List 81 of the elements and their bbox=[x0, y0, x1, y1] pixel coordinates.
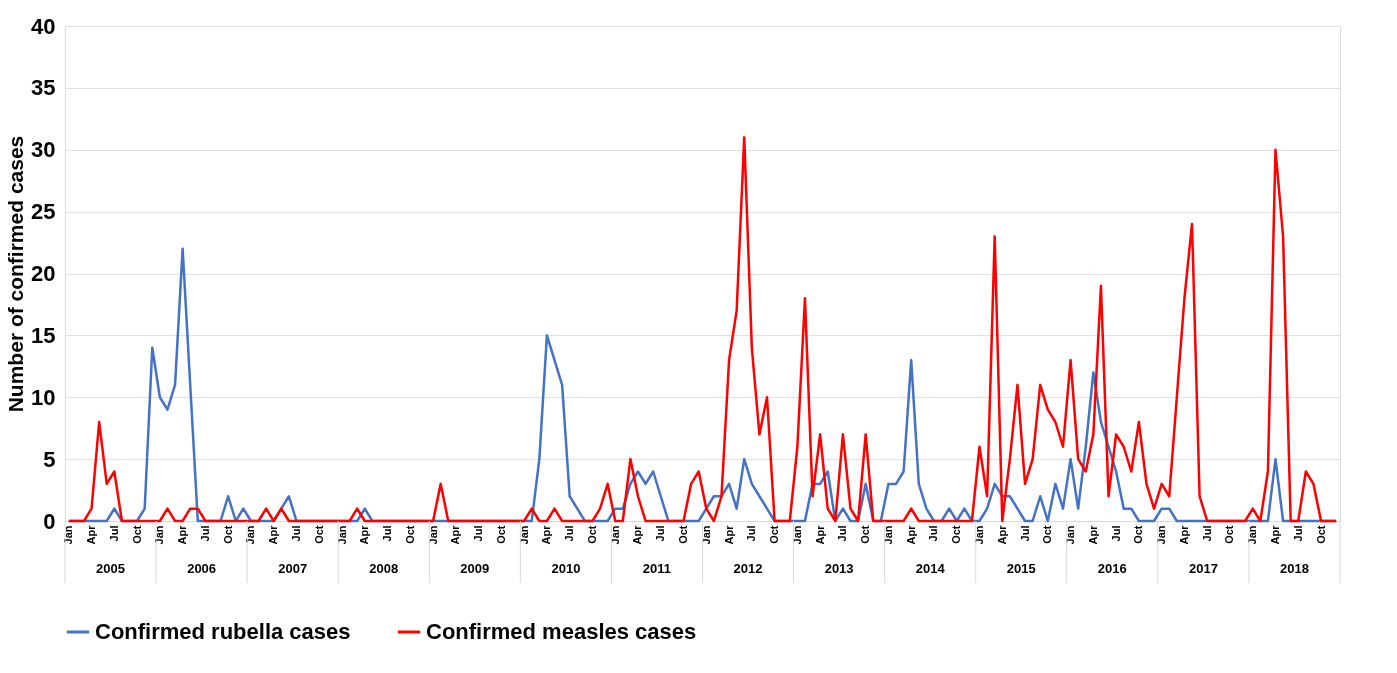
x-tick-label: Jul bbox=[927, 525, 940, 542]
y-axis-title: Number of confirmed cases bbox=[4, 135, 28, 413]
legend-label: Confirmed measles cases bbox=[426, 619, 697, 644]
text: 2008 bbox=[369, 561, 399, 576]
text: 2005 bbox=[96, 561, 125, 576]
x-tick-label: Oct bbox=[950, 525, 963, 544]
x-tick-label: Jul bbox=[472, 525, 485, 542]
x-tick-label: Jan bbox=[244, 525, 257, 545]
x-tick-label: Apr bbox=[1177, 524, 1190, 545]
x-tick-label: Jul bbox=[1109, 525, 1122, 542]
x-tick-label: Jul bbox=[1018, 525, 1031, 542]
x-tick-label: Apr bbox=[267, 524, 280, 545]
x-tick-label: Oct bbox=[1314, 525, 1327, 544]
x-tick-label: Jan bbox=[426, 525, 439, 545]
x-tick-label: Jan bbox=[335, 525, 348, 545]
x-tick-label: Oct bbox=[1041, 525, 1054, 544]
y-tick-label: 30 bbox=[31, 137, 56, 163]
text: 2014 bbox=[915, 561, 946, 576]
x-tick-label: Jul bbox=[198, 525, 211, 542]
x-tick-label: Jan bbox=[973, 525, 986, 545]
x-tick-label: Jul bbox=[654, 525, 667, 542]
x-tick-label: Apr bbox=[449, 524, 462, 545]
text: 2017 bbox=[1188, 561, 1218, 576]
x-tick-label: Apr bbox=[1086, 524, 1099, 545]
x-tick-label: Jan bbox=[1246, 525, 1259, 545]
x-tick-label: Jan bbox=[153, 525, 166, 545]
x-tick-label: Jul bbox=[745, 525, 758, 542]
x-tick-label: Oct bbox=[585, 525, 598, 544]
x-tick-label: Jan bbox=[881, 525, 894, 545]
y-tick-label: 35 bbox=[31, 75, 56, 101]
x-tick-label: Apr bbox=[176, 524, 189, 545]
text: 2009 bbox=[460, 561, 490, 576]
y-tick-label: 0 bbox=[43, 508, 56, 534]
x-tick-label: Apr bbox=[540, 524, 553, 545]
x-tick-label: Jul bbox=[1200, 525, 1213, 542]
x-tick-label: Jul bbox=[107, 525, 120, 542]
text: 2010 bbox=[551, 561, 581, 576]
text: 2015 bbox=[1006, 561, 1036, 576]
x-tick-label: Jan bbox=[517, 525, 530, 545]
x-tick-label: Jan bbox=[790, 525, 803, 545]
text: 2006 bbox=[187, 561, 217, 576]
x-tick-label: Oct bbox=[768, 525, 781, 544]
x-tick-label: Oct bbox=[677, 525, 690, 544]
x-tick-label: Jan bbox=[1155, 525, 1168, 545]
x-tick-label: Jan bbox=[608, 525, 621, 545]
x-tick-label: Oct bbox=[221, 525, 234, 544]
x-tick-label: Apr bbox=[85, 524, 98, 545]
text: 2011 bbox=[642, 561, 672, 576]
x-tick-label: Jul bbox=[289, 525, 302, 542]
x-tick-label: Oct bbox=[494, 525, 507, 544]
x-tick-label: Jan bbox=[62, 525, 75, 545]
x-tick-label: Oct bbox=[859, 525, 872, 544]
x-tick-label: Apr bbox=[358, 524, 371, 545]
legend-label: Confirmed rubella cases bbox=[95, 619, 351, 644]
x-tick-label: Apr bbox=[995, 524, 1008, 545]
x-tick-label: Oct bbox=[1132, 525, 1145, 544]
x-tick-label: Oct bbox=[1223, 525, 1236, 544]
y-tick-label: 25 bbox=[31, 199, 56, 225]
y-tick-label: 20 bbox=[31, 261, 56, 286]
x-tick-label: Jul bbox=[563, 525, 576, 542]
x-tick-label: Oct bbox=[312, 525, 325, 544]
x-tick-label: Apr bbox=[722, 524, 735, 545]
x-tick-label: Apr bbox=[813, 524, 826, 545]
x-tick-label: Apr bbox=[1268, 524, 1281, 545]
x-tick-label: Jul bbox=[381, 525, 394, 542]
y-tick-label: 10 bbox=[31, 384, 56, 410]
text: 2013 bbox=[824, 561, 854, 576]
x-tick-label: Jan bbox=[1064, 525, 1077, 545]
text: 2012 bbox=[733, 561, 763, 576]
text: 2016 bbox=[1097, 561, 1127, 576]
text: 2018 bbox=[1280, 561, 1309, 576]
y-tick-label: 40 bbox=[31, 13, 56, 39]
x-tick-label: Apr bbox=[904, 524, 917, 545]
x-tick-label: Jul bbox=[1291, 525, 1304, 542]
text: 2007 bbox=[278, 561, 308, 576]
x-tick-label: Oct bbox=[403, 525, 416, 544]
x-tick-label: Oct bbox=[130, 525, 143, 544]
x-tick-label: Jul bbox=[836, 525, 849, 542]
y-tick-label: 15 bbox=[31, 322, 56, 348]
x-tick-label: Apr bbox=[631, 524, 644, 545]
y-tick-label: 5 bbox=[43, 446, 56, 472]
